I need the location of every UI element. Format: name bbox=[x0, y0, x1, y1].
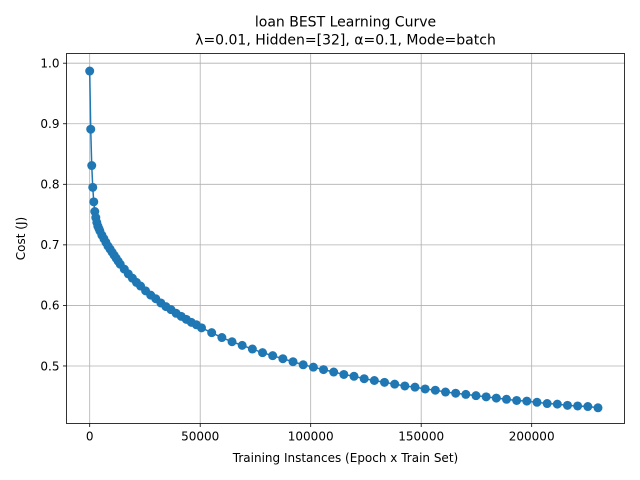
data-point bbox=[369, 376, 379, 385]
data-point bbox=[85, 66, 95, 76]
chart-title: loan BEST Learning Curve bbox=[255, 15, 436, 31]
y-tick-label: 0.8 bbox=[40, 178, 59, 192]
y-axis-label: Cost (J) bbox=[14, 217, 28, 260]
data-point bbox=[512, 395, 522, 405]
data-point bbox=[562, 400, 572, 410]
x-tick-label: 0 bbox=[86, 430, 94, 444]
data-point bbox=[451, 388, 461, 398]
data-point bbox=[227, 337, 237, 347]
data-point bbox=[573, 401, 583, 411]
data-point bbox=[522, 396, 532, 406]
data-point bbox=[501, 394, 511, 404]
data-point bbox=[430, 385, 440, 395]
data-point bbox=[237, 340, 247, 350]
y-tick-label: 0.7 bbox=[40, 238, 59, 252]
data-point bbox=[207, 328, 217, 338]
data-point bbox=[441, 387, 450, 397]
y-tick-label: 1.0 bbox=[40, 56, 59, 70]
x-tick-label: 100000 bbox=[288, 430, 334, 444]
data-point bbox=[461, 389, 471, 399]
data-point bbox=[268, 351, 278, 361]
data-point bbox=[380, 377, 389, 387]
data-point bbox=[532, 397, 542, 407]
data-point bbox=[542, 399, 552, 409]
data-point bbox=[359, 374, 369, 384]
data-point bbox=[400, 381, 410, 391]
data-point bbox=[197, 323, 207, 333]
data-point bbox=[89, 197, 99, 207]
y-tick-label: 0.6 bbox=[40, 299, 59, 313]
data-point bbox=[349, 371, 359, 381]
x-tick-label: 200000 bbox=[509, 430, 555, 444]
data-point bbox=[308, 362, 318, 372]
data-point bbox=[298, 360, 308, 370]
data-point bbox=[247, 344, 257, 354]
data-point bbox=[583, 402, 593, 412]
data-point bbox=[390, 379, 400, 389]
data-point bbox=[88, 182, 98, 192]
data-point bbox=[491, 393, 501, 403]
data-point bbox=[87, 161, 97, 171]
series-line bbox=[88, 71, 599, 409]
data-point bbox=[319, 365, 329, 375]
data-point bbox=[329, 367, 339, 377]
data-point bbox=[339, 369, 349, 379]
data-point bbox=[86, 124, 96, 134]
x-axis-label: Training Instances (Epoch x Train Set) bbox=[232, 451, 458, 465]
data-point bbox=[593, 403, 603, 413]
data-series bbox=[85, 66, 603, 413]
data-point bbox=[471, 391, 481, 401]
data-point bbox=[481, 392, 491, 402]
grid-lines bbox=[66, 53, 625, 424]
data-point bbox=[278, 354, 288, 364]
x-tick-label: 150000 bbox=[398, 430, 444, 444]
data-point bbox=[258, 348, 268, 358]
plot-frame bbox=[66, 53, 625, 424]
y-tick-label: 0.5 bbox=[40, 359, 59, 373]
data-point bbox=[410, 382, 420, 392]
x-tick-label: 50000 bbox=[181, 430, 219, 444]
data-point bbox=[217, 333, 227, 343]
data-point bbox=[420, 384, 430, 394]
axis-ticks: 0 50000 100000 150000 200000 0.5 0.6 0.7 0.8 0.9 1… bbox=[40, 56, 554, 443]
data-point bbox=[552, 399, 562, 409]
chart-subtitle: λ=0.01, Hidden=[32], α=0.1, Mode=batch bbox=[195, 33, 496, 49]
y-tick-label: 0.9 bbox=[40, 117, 59, 131]
data-point bbox=[288, 357, 298, 367]
